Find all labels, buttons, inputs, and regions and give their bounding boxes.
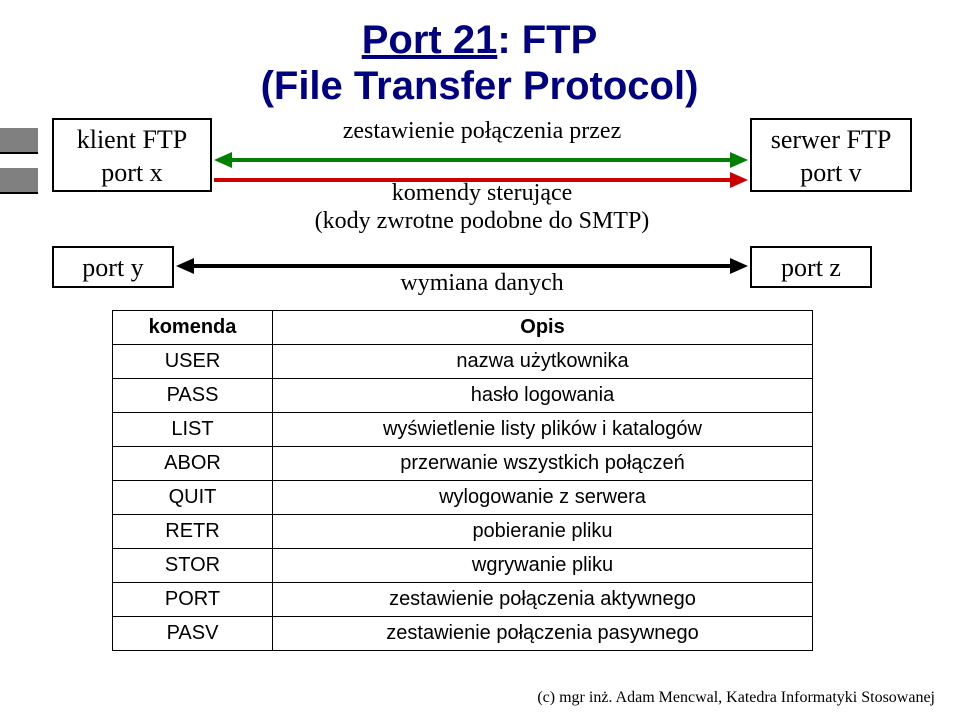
arrow-red — [214, 170, 748, 190]
label-connection-setup: zestawienie połączenia przez — [252, 118, 712, 145]
cell-desc: wgrywanie pliku — [273, 549, 813, 583]
cell-cmd: PASS — [113, 379, 273, 413]
table-row: QUITwylogowanie z serwera — [113, 481, 813, 515]
footer-credit: (c) mgr inż. Adam Mencwal, Katedra Infor… — [537, 689, 935, 707]
table-row: LISTwyświetlenie listy plików i katalogó… — [113, 413, 813, 447]
cell-desc: przerwanie wszystkich połączeń — [273, 447, 813, 481]
title-rest: : FTP — [497, 18, 597, 62]
cell-cmd: USER — [113, 345, 273, 379]
slide: Port 21: FTP (File Transfer Protocol) kl… — [0, 0, 959, 719]
label-codes: (kody zwrotne podobne do SMTP) — [252, 208, 712, 235]
arrow-green — [214, 150, 748, 170]
cell-desc: wylogowanie z serwera — [273, 481, 813, 515]
server-box-line2: port v — [760, 157, 902, 190]
command-table: komenda Opis USERnazwa użytkownikaPASSha… — [112, 310, 813, 651]
portz-box-label: port z — [781, 253, 841, 282]
client-box: klient FTP port x — [52, 118, 212, 192]
cell-cmd: RETR — [113, 515, 273, 549]
client-box-line2: port x — [62, 157, 202, 190]
cell-desc: zestawienie połączenia pasywnego — [273, 617, 813, 651]
slide-subtitle: (File Transfer Protocol) — [0, 64, 959, 109]
server-box: serwer FTP port v — [750, 118, 912, 192]
cell-desc: zestawienie połączenia aktywnego — [273, 583, 813, 617]
cell-cmd: STOR — [113, 549, 273, 583]
cell-cmd: ABOR — [113, 447, 273, 481]
table-row: PORTzestawienie połączenia aktywnego — [113, 583, 813, 617]
porty-box: port y — [52, 246, 174, 288]
table-row: RETRpobieranie pliku — [113, 515, 813, 549]
table-row: PASShasło logowania — [113, 379, 813, 413]
cell-desc: wyświetlenie listy plików i katalogów — [273, 413, 813, 447]
cell-cmd: QUIT — [113, 481, 273, 515]
cell-cmd: LIST — [113, 413, 273, 447]
portz-box: port z — [750, 246, 872, 288]
server-box-line1: serwer FTP — [760, 124, 902, 157]
porty-box-label: port y — [82, 253, 143, 282]
title-underline: Port 21 — [362, 18, 498, 62]
cell-desc: pobieranie pliku — [273, 515, 813, 549]
cell-cmd: PASV — [113, 617, 273, 651]
bullet-bar-1 — [0, 128, 38, 154]
table-header-row: komenda Opis — [113, 311, 813, 345]
bullet-bar-2 — [0, 168, 38, 194]
table-row: PASVzestawienie połączenia pasywnego — [113, 617, 813, 651]
table-row: USERnazwa użytkownika — [113, 345, 813, 379]
table-row: STORwgrywanie pliku — [113, 549, 813, 583]
table-row: ABORprzerwanie wszystkich połączeń — [113, 447, 813, 481]
cell-desc: nazwa użytkownika — [273, 345, 813, 379]
cell-cmd: PORT — [113, 583, 273, 617]
header-desc: Opis — [273, 311, 813, 345]
cell-desc: hasło logowania — [273, 379, 813, 413]
header-cmd: komenda — [113, 311, 273, 345]
slide-title: Port 21: FTP — [0, 18, 959, 63]
arrow-black — [176, 256, 748, 276]
client-box-line1: klient FTP — [62, 124, 202, 157]
